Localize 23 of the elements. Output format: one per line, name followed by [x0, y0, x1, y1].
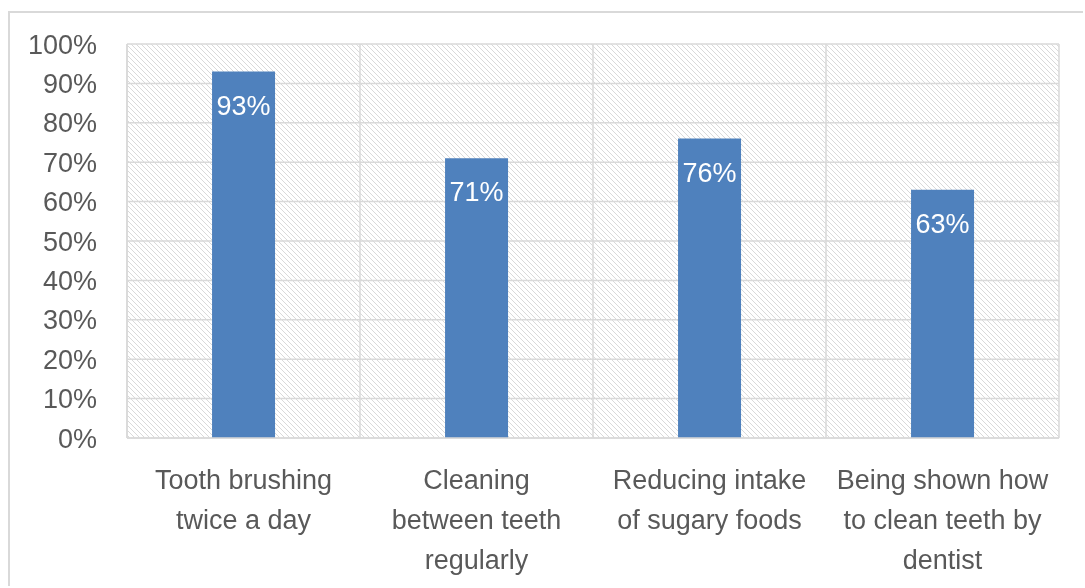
y-tick-label: 20%	[42, 344, 97, 375]
y-tick-label: 50%	[42, 226, 97, 257]
x-tick-label: Tooth brushing twice a day	[154, 465, 333, 536]
bar	[911, 189, 975, 438]
y-tick-label: 40%	[42, 265, 97, 296]
y-tick-label: 70%	[42, 147, 97, 178]
y-tick-label: 80%	[42, 108, 97, 139]
data-label: 76%	[682, 157, 737, 188]
bar	[445, 158, 509, 438]
x-tick-label: Reducing intake of sugary foods	[612, 465, 807, 536]
y-tick-label: 100%	[27, 29, 97, 60]
y-tick-label: 30%	[42, 305, 97, 336]
y-tick-label: 90%	[42, 68, 97, 99]
data-label: 93%	[216, 90, 271, 121]
x-tick-label: Being shown how to clean teeth by dentist	[836, 465, 1049, 576]
y-tick-label: 0%	[57, 423, 97, 454]
y-tick-label: 10%	[42, 384, 97, 415]
bar	[212, 71, 276, 438]
data-label: 63%	[915, 208, 970, 239]
data-label: 71%	[449, 177, 504, 208]
bar	[678, 138, 742, 438]
y-tick-label: 60%	[42, 187, 97, 218]
x-tick-label: Cleaning between teeth regularly	[391, 465, 562, 576]
